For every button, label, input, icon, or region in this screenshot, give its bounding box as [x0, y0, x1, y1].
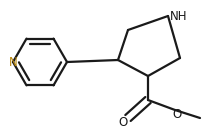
Text: NH: NH [170, 10, 188, 22]
Text: O: O [118, 116, 128, 128]
Text: O: O [172, 108, 182, 120]
Text: N: N [9, 55, 17, 68]
